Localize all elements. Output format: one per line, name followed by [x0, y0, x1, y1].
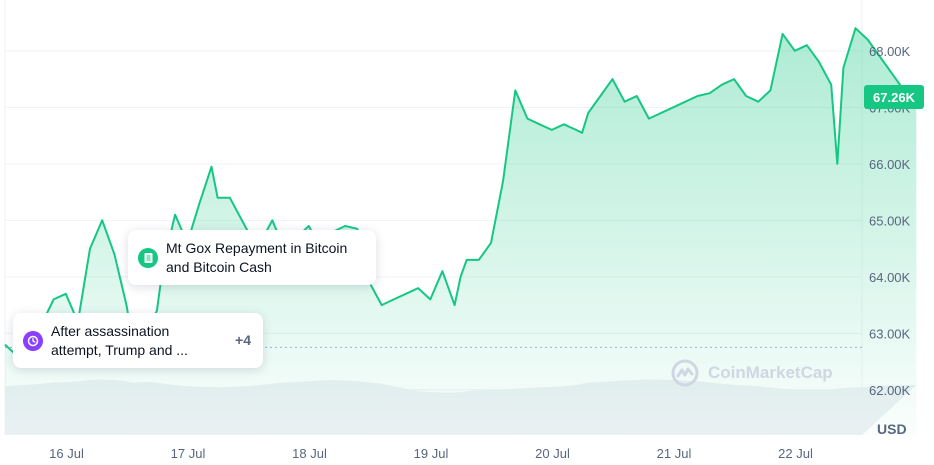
- watermark-text: CoinMarketCap: [708, 363, 833, 382]
- document-icon: [138, 247, 158, 268]
- y-tick-label: 66.00K: [869, 157, 911, 172]
- x-tick-label: 19 Jul: [414, 446, 449, 461]
- x-tick-label: 22 Jul: [778, 446, 813, 461]
- annotation-trump[interactable]: After assassination attempt, Trump and .…: [13, 313, 263, 368]
- y-tick-label: 63.00K: [869, 326, 911, 341]
- current-price-badge: 67.26K: [864, 85, 924, 109]
- x-axis: 16 Jul 17 Jul 18 Jul 19 Jul 20 Jul 21 Jul 22 J…: [49, 446, 813, 461]
- y-tick-label: 64.00K: [869, 270, 911, 285]
- currency-label: USD: [877, 421, 907, 437]
- y-tick-label: 62.00K: [869, 383, 911, 398]
- annotation-mt-gox[interactable]: Mt Gox Repayment in Bitcoin and Bitcoin …: [128, 230, 376, 285]
- y-tick-label: 65.00K: [869, 213, 911, 228]
- x-tick-label: 20 Jul: [535, 446, 570, 461]
- more-events-count[interactable]: +4: [235, 332, 251, 348]
- x-tick-label: 17 Jul: [171, 446, 206, 461]
- annotation-text: After assassination attempt, Trump and .…: [51, 322, 188, 358]
- clock-icon: [23, 330, 43, 351]
- watermark: CoinMarketCap: [670, 358, 833, 388]
- annotation-text: Mt Gox Repayment in Bitcoin and Bitcoin …: [166, 239, 348, 275]
- x-tick-label: 21 Jul: [657, 446, 692, 461]
- y-tick-label: 68.00K: [869, 44, 911, 59]
- x-tick-label: 16 Jul: [49, 446, 84, 461]
- coinmarketcap-logo-icon: [671, 359, 699, 387]
- x-tick-label: 18 Jul: [292, 446, 327, 461]
